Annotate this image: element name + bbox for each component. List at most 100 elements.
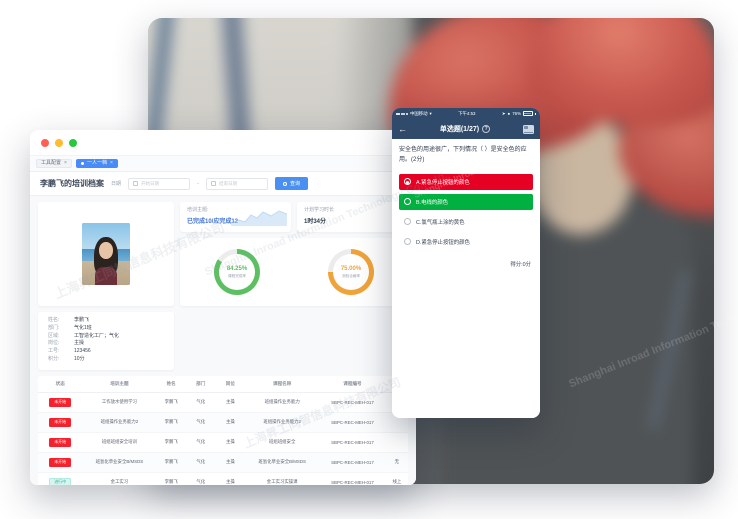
th-position[interactable]: 岗位	[215, 375, 246, 393]
help-icon[interactable]: ?	[482, 125, 491, 133]
tab-close-icon[interactable]: ×	[64, 160, 67, 166]
end-date-placeholder: 结束日期	[219, 180, 238, 186]
window-minimize-button[interactable]	[55, 138, 63, 147]
th-topic[interactable]: 培训主题	[82, 375, 157, 393]
info-value: 主操	[74, 340, 85, 347]
cell-course-name: 班组班组安全	[245, 432, 320, 453]
window-close-button[interactable]	[41, 138, 49, 147]
avatar	[82, 223, 130, 285]
info-value: 气化1班	[74, 324, 92, 331]
battery-tip-icon	[534, 112, 536, 115]
radio-icon	[404, 218, 411, 226]
option-c-label: C.氯气瓶上涂的黄色	[416, 219, 465, 226]
option-d-label: D.紧急停止按钮的颜色	[416, 239, 470, 246]
tab-label: 一人一档	[86, 160, 107, 166]
back-arrow-icon[interactable]: ←	[398, 123, 407, 134]
cell-mode	[385, 432, 408, 453]
status-bar-right: ➤ ● 76%	[502, 111, 536, 117]
tab-one-person-one-file[interactable]: 一人一档 ×	[75, 159, 118, 168]
cell-department: 气化	[185, 452, 216, 473]
table-row[interactable]: 未开始 班组班组安全培训 李鹏飞 气化 主操 班组班组安全 SBPC-REC-MEH-017	[38, 432, 408, 453]
option-b-label: B.电线的颜色	[416, 199, 449, 206]
wifi-icon: ▾	[429, 110, 432, 116]
alarm-icon: ●	[507, 111, 511, 116]
tab-tool-config[interactable]: 工具配置 ×	[36, 159, 72, 168]
page-content: 培训主题: 已完成10/应完成12 计划学习时长 1时34分	[30, 196, 416, 485]
cell-status: 未开始	[38, 452, 83, 473]
table-head: 状态 培训主题 姓名 部门 岗位 课程名称 课程编号 形式	[38, 375, 408, 393]
training-records-table: 状态 培训主题 姓名 部门 岗位 课程名称 课程编号 形式 未开始工作放水使用学…	[38, 375, 408, 485]
summary-right-column: 培训主题: 已完成10/应完成12 计划学习时长 1时34分	[180, 202, 408, 306]
th-department[interactable]: 部门	[185, 375, 216, 393]
cell-course-code: SBPC-REC-MEH-017	[319, 412, 386, 433]
cell-position: 主操	[215, 412, 246, 433]
end-date-input[interactable]: 结束日期	[206, 177, 269, 190]
window-titlebar	[30, 130, 416, 156]
search-icon	[283, 181, 288, 186]
info-row-employee-id: 工号: 123456	[48, 348, 168, 356]
quiz-pass-value: 75.00%	[340, 265, 362, 272]
answer-card-icon[interactable]	[522, 124, 534, 134]
tab-strip: 工具配置 × 一人一档 ×	[30, 156, 416, 172]
table-row[interactable]: 未开始 班组操作业务能力2 李鹏飞 气化 主操 班组操作业务能力2 SBPC-REC-MEH…	[38, 412, 408, 433]
option-a[interactable]: A.紧急停止按钮的颜色	[399, 173, 533, 190]
table-row[interactable]: 未开始 工作放水使用学习 李鹏飞 气化 主操 班组操作业务能力 SBPC-REC-MEH-0…	[38, 392, 408, 413]
signal-icon	[396, 112, 408, 115]
radio-icon	[404, 198, 411, 206]
start-date-input[interactable]: 开始日期	[128, 177, 191, 190]
cell-topic: 班氢化草业安全B/MSDS	[82, 452, 157, 473]
cell-topic: 金工实习	[82, 472, 157, 485]
donut-center: 75.00% 测验合格率	[333, 254, 369, 290]
table-row[interactable]: 未开始 班氢化草业安全B/MSDS 李鹏飞 气化 主操 班氢化草业安全B/MSDS SBPC…	[38, 452, 408, 473]
search-button-label: 查询	[290, 181, 301, 187]
status-badge: 未开始	[49, 457, 72, 467]
th-name[interactable]: 姓名	[156, 375, 186, 393]
tab-status-dot-icon	[80, 162, 84, 165]
quiz-pass-donut: 75.00% 测验合格率	[328, 249, 374, 295]
radio-icon	[404, 238, 411, 246]
phone-nav-bar: ← 单选题(1/27) ?	[392, 119, 540, 139]
quiz-pass-label: 测验合格率	[342, 273, 360, 278]
status-badge: 未开始	[49, 417, 72, 427]
planned-study-time-value: 1时34分	[304, 219, 327, 225]
info-row-area: 区域: 工智造化工厂；气化	[48, 333, 168, 341]
info-row-department: 部门: 气化1班	[48, 325, 168, 333]
cell-course-name: 班组操作业务能力2	[245, 412, 320, 433]
cell-status: 未开始	[38, 392, 83, 413]
info-value: 10分	[74, 355, 85, 362]
th-course-name[interactable]: 课程名称	[245, 375, 320, 393]
th-status[interactable]: 状态	[38, 375, 83, 393]
cell-department: 气化	[185, 392, 216, 413]
cell-course-code: SBPC-REC-MEH-017	[319, 392, 386, 413]
info-row-points: 积分: 10分	[48, 356, 168, 364]
cell-name: 李鹏飞	[156, 412, 186, 433]
training-topic-card: 培训主题: 已完成10/应完成12	[180, 202, 291, 232]
cell-status: 进行中	[38, 472, 83, 485]
cell-position: 主操	[215, 432, 246, 453]
info-label: 工号:	[48, 348, 60, 354]
cell-department: 气化	[185, 412, 216, 433]
table-row[interactable]: 进行中 金工实习 李鹏飞 气化 主操 金工实习实操课 SBPC-REC-MEH-017 线上	[38, 472, 408, 485]
option-d[interactable]: D.紧急停止按钮的颜色	[399, 234, 533, 250]
status-bar-left: 中国移动 ▾	[396, 111, 432, 117]
calendar-icon	[133, 181, 139, 186]
planned-study-time-label: 计划学习时长	[304, 207, 335, 213]
option-b[interactable]: B.电线的颜色	[399, 193, 533, 210]
training-topic-label: 培训主题:	[187, 207, 209, 213]
cell-status: 未开始	[38, 412, 83, 433]
course-completion-label: 课程完成率	[228, 273, 246, 278]
course-completion-value: 84.25%	[226, 265, 248, 272]
training-topic-value: 已完成10/应完成12	[187, 219, 239, 225]
th-course-code[interactable]: 课程编号	[319, 375, 386, 393]
radio-icon	[404, 178, 411, 186]
clock-label: 下午4:53	[458, 110, 476, 116]
cell-position: 主操	[215, 392, 246, 413]
cell-topic: 班组操作业务能力2	[82, 412, 157, 433]
battery-percent-label: 76%	[512, 111, 521, 116]
tab-close-icon[interactable]: ×	[109, 160, 113, 166]
window-maximize-button[interactable]	[69, 138, 77, 147]
search-button[interactable]: 查询	[275, 177, 309, 190]
info-row-position: 岗位: 主操	[48, 340, 168, 348]
question-text: 安全色的用途很广，下列情况（ ）是安全色的应用。(2分)	[399, 147, 527, 163]
option-c[interactable]: C.氯气瓶上涂的黄色	[399, 214, 533, 230]
